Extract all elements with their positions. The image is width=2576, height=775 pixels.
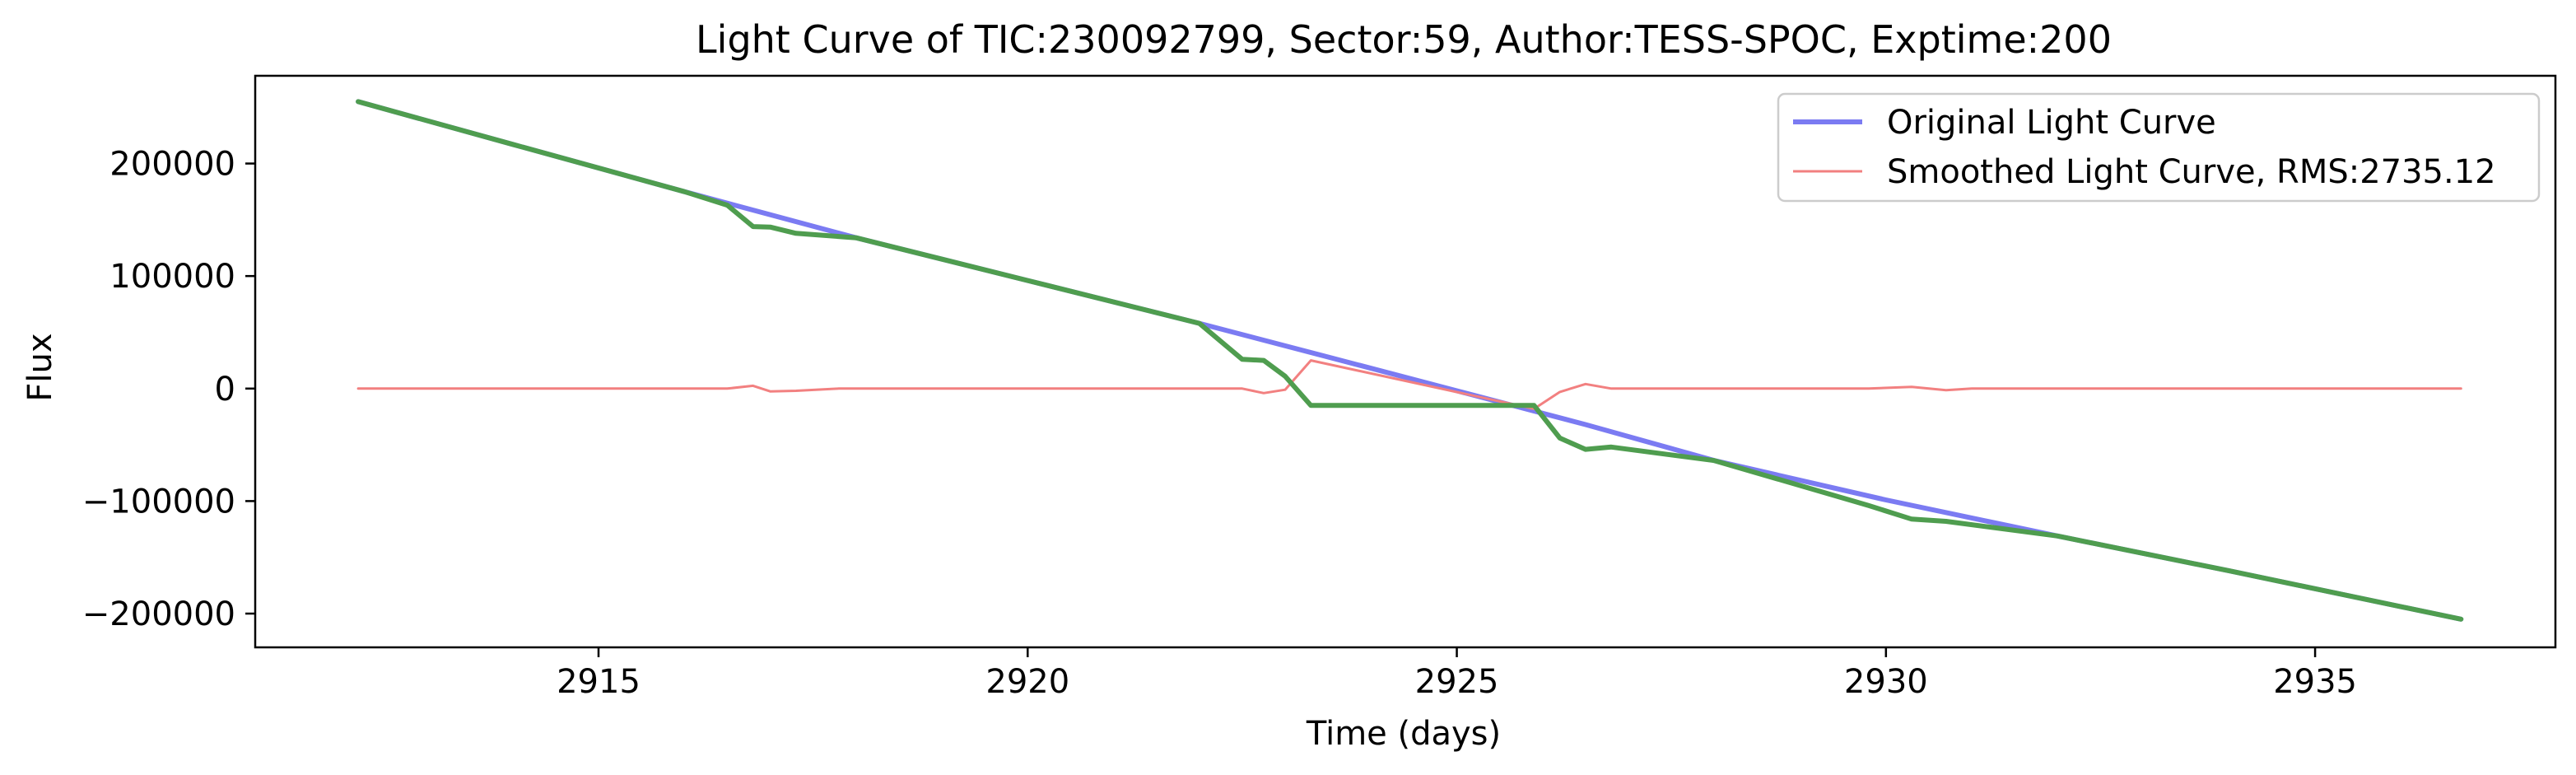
y-tick-label: 0 [215, 371, 235, 409]
x-tick-label: 2930 [1844, 663, 1928, 701]
plot-frame [254, 74, 2557, 649]
y-tick-label: 100000 [109, 258, 235, 296]
legend-box [1777, 92, 2541, 203]
y-tick-label: −200000 [82, 595, 235, 633]
smoothed-light-curve-line [356, 359, 2462, 410]
x-tick-label: 2920 [985, 663, 1069, 701]
x-tick-label: 2925 [1415, 663, 1499, 701]
y-axis-label: Flux [21, 333, 59, 401]
chart-title: Light Curve of TIC:230092799, Sector:59,… [696, 17, 2112, 62]
detrended-light-curve-line [356, 99, 2464, 622]
y-tick-label: −100000 [82, 483, 235, 521]
x-tick-label: 2935 [2273, 663, 2357, 701]
legend-label-original: Original Light Curve [1887, 104, 2216, 142]
y-tick-label: 200000 [109, 146, 235, 184]
x-tick-label: 2915 [557, 663, 641, 701]
legend-label-smoothed: Smoothed Light Curve, RMS:2735.12 [1887, 153, 2496, 191]
legend: Original Light Curve Smoothed Light Curv… [1777, 92, 2541, 203]
x-axis-label: Time (days) [1306, 715, 1501, 753]
